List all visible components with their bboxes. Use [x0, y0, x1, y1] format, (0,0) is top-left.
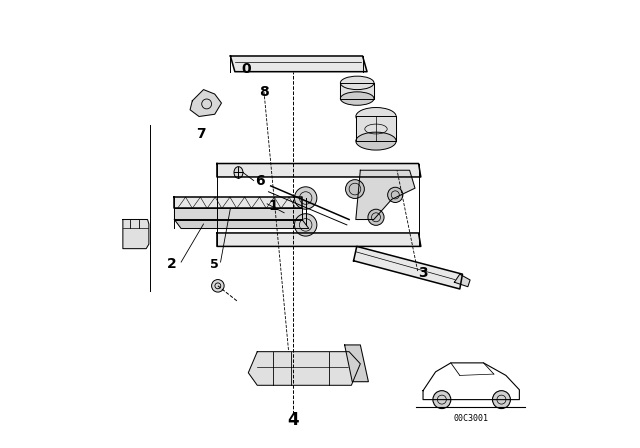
Ellipse shape — [340, 92, 374, 105]
Ellipse shape — [388, 187, 403, 202]
Polygon shape — [248, 352, 360, 385]
Polygon shape — [190, 90, 221, 116]
Polygon shape — [340, 83, 374, 99]
Ellipse shape — [368, 209, 384, 225]
Text: 2: 2 — [167, 257, 177, 271]
Polygon shape — [454, 274, 470, 287]
Ellipse shape — [212, 280, 224, 292]
Polygon shape — [353, 246, 463, 289]
Ellipse shape — [294, 187, 317, 209]
Ellipse shape — [493, 391, 511, 409]
Text: 8: 8 — [259, 85, 269, 99]
Polygon shape — [345, 345, 369, 382]
Polygon shape — [230, 56, 367, 72]
Text: 4: 4 — [287, 411, 299, 429]
Text: 0: 0 — [241, 62, 251, 77]
Text: 1: 1 — [268, 199, 278, 213]
Ellipse shape — [340, 76, 374, 90]
Polygon shape — [356, 170, 415, 220]
Ellipse shape — [433, 391, 451, 409]
Ellipse shape — [356, 132, 396, 150]
Ellipse shape — [356, 108, 396, 125]
Polygon shape — [217, 233, 421, 246]
Polygon shape — [217, 164, 421, 177]
Polygon shape — [174, 197, 302, 208]
Polygon shape — [174, 220, 309, 228]
Text: 5: 5 — [211, 258, 219, 271]
Polygon shape — [356, 116, 396, 141]
Text: 6: 6 — [255, 174, 264, 189]
Ellipse shape — [234, 167, 243, 178]
Polygon shape — [174, 208, 302, 220]
Ellipse shape — [346, 180, 364, 198]
Text: 3: 3 — [418, 266, 428, 280]
Polygon shape — [123, 220, 149, 249]
Text: 00C3001: 00C3001 — [454, 414, 489, 423]
Ellipse shape — [294, 214, 317, 236]
Text: 7: 7 — [196, 127, 206, 142]
